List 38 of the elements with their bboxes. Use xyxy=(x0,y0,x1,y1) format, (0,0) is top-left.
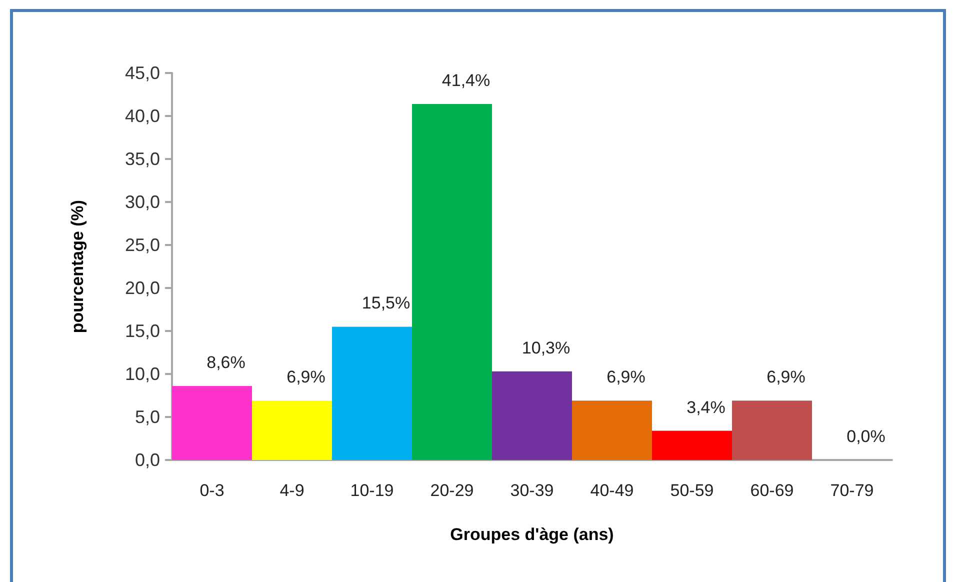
x-tick-label: 20-29 xyxy=(430,481,474,500)
y-tick-label: 10,0 xyxy=(124,364,160,384)
bar xyxy=(572,400,652,460)
x-tick-label: 30-39 xyxy=(510,481,554,500)
x-tick-label: 50-59 xyxy=(670,481,714,500)
x-tick-label: 40-49 xyxy=(590,481,634,500)
y-tick-label: 20,0 xyxy=(124,278,160,298)
y-tick-label: 35,0 xyxy=(124,149,160,169)
x-tick-label: 10-19 xyxy=(350,481,394,500)
bar xyxy=(412,104,492,460)
y-tick-label: 0,0 xyxy=(134,450,160,470)
x-tick-label: 0-3 xyxy=(200,481,224,500)
data-label: 0,0% xyxy=(846,427,886,446)
y-tick-label: 30,0 xyxy=(124,192,160,212)
bar xyxy=(252,400,332,460)
data-label: 8,6% xyxy=(206,353,246,372)
y-tick-label: 15,0 xyxy=(124,321,160,341)
data-label: 10,3% xyxy=(522,338,570,358)
bar xyxy=(732,400,812,460)
x-tick-label: 60-69 xyxy=(750,481,794,500)
x-tick-label: 70-79 xyxy=(830,481,874,500)
bar xyxy=(492,371,572,460)
data-label: 6,9% xyxy=(606,368,646,387)
x-axis-title: Groupes d'àge (ans) xyxy=(450,525,614,544)
y-tick-label: 5,0 xyxy=(134,407,160,427)
y-tick-label: 40,0 xyxy=(124,106,160,126)
data-label: 15,5% xyxy=(362,294,410,313)
y-tick-label: 45,0 xyxy=(124,63,160,83)
data-label: 6,9% xyxy=(766,368,806,387)
y-axis-title: pourcentage (%) xyxy=(68,200,87,334)
bar xyxy=(172,386,252,460)
x-tick-label: 4-9 xyxy=(280,481,304,500)
data-label: 3,4% xyxy=(686,398,726,417)
data-label: 6,9% xyxy=(286,368,326,387)
bar xyxy=(652,430,732,460)
data-label: 41,4% xyxy=(442,70,490,90)
y-tick-label: 25,0 xyxy=(124,235,160,255)
bar xyxy=(332,326,412,460)
